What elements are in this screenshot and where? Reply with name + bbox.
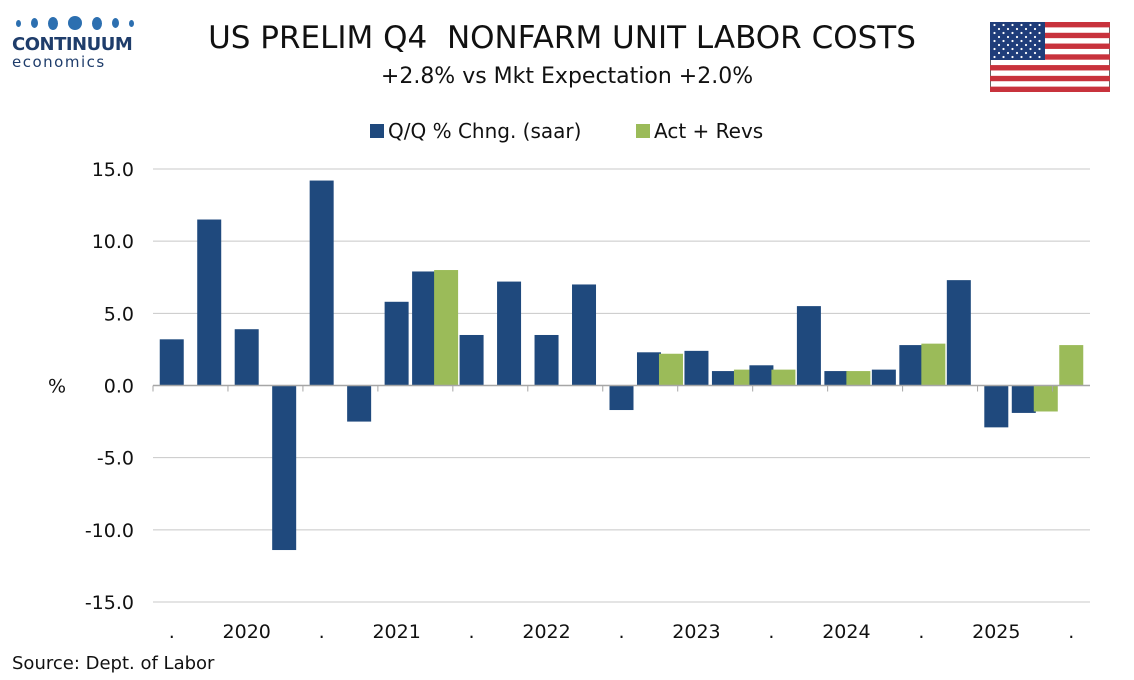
logo-sub: economics xyxy=(12,53,106,71)
x-tick-label: . xyxy=(469,621,475,643)
bar-act-revs-2021-Q3 xyxy=(434,270,459,386)
chart-subtitle: +2.8% vs Mkt Expectation +2.0% xyxy=(380,64,754,89)
y-tick-label: -15.0 xyxy=(85,592,134,614)
bar-qq-2020-Q3 xyxy=(272,385,297,551)
bar-qq-2023-Q4 xyxy=(749,365,774,386)
source-note: Source: Dept. of Labor xyxy=(12,653,215,674)
x-tick-label: . xyxy=(618,621,624,643)
y-tick-label: 10.0 xyxy=(92,231,134,253)
logo: CONTINUUM economics xyxy=(12,14,137,71)
legend-swatch-qq xyxy=(370,124,384,138)
y-tick-label: -5.0 xyxy=(97,448,134,470)
bar-act-revs-2025-Q4 xyxy=(1059,345,1084,386)
legend-label-act-revs: Act + Revs xyxy=(654,119,763,143)
bar-qq-2025-Q3 xyxy=(1011,385,1036,413)
x-tick-label: 2022 xyxy=(522,621,570,643)
grid-lines xyxy=(153,168,1090,603)
bar-qq-2020-Q4 xyxy=(309,180,334,386)
bar-qq-2022-Q3 xyxy=(572,284,597,386)
bar-qq-2022-Q2 xyxy=(534,334,559,386)
bar-qq-2020-Q2 xyxy=(234,329,259,386)
bar-qq-2024-Q4 xyxy=(899,345,924,386)
bar-qq-2023-Q2 xyxy=(684,350,709,386)
axes xyxy=(152,384,1090,392)
bar-qq-2019-Q4 xyxy=(159,339,184,386)
bar-act-revs-2023-Q1 xyxy=(658,353,683,386)
y-axis-ticks: 15.0 10.0 5.0 0.0 -5.0 -10.0 -15.0 xyxy=(85,159,134,614)
bar-qq-2021-Q4 xyxy=(459,334,484,386)
x-tick-label: 2020 xyxy=(223,621,271,643)
bar-act-revs-2024-Q2 xyxy=(846,371,871,386)
bar-act-revs-2025-Q3 xyxy=(1033,385,1058,412)
bar-qq-2022-Q4 xyxy=(609,385,634,411)
bar-qq-2021-Q3 xyxy=(412,271,437,386)
x-tick-label: . xyxy=(1068,621,1074,643)
bar-qq-2025-Q2 xyxy=(984,385,1009,428)
x-tick-label: 2025 xyxy=(972,621,1020,643)
bar-qq-2023-Q1 xyxy=(636,352,661,386)
bar-qq-2021-Q2 xyxy=(384,301,409,386)
bars xyxy=(159,180,1084,551)
y-tick-label: 0.0 xyxy=(104,376,134,398)
bar-qq-2024-Q1 xyxy=(796,306,821,386)
x-tick-label: 2024 xyxy=(822,621,870,643)
x-tick-label: 2023 xyxy=(672,621,720,643)
bar-qq-2020-Q1 xyxy=(197,219,222,386)
x-tick-label: . xyxy=(319,621,325,643)
chart-title: US PRELIM Q4 NONFARM UNIT LABOR COSTS xyxy=(208,20,916,56)
legend-swatch-act-revs xyxy=(636,124,650,138)
y-tick-label: -10.0 xyxy=(85,520,134,542)
x-tick-label: . xyxy=(169,621,175,643)
x-tick-label: . xyxy=(918,621,924,643)
legend: Q/Q % Chng. (saar) Act + Revs xyxy=(370,119,763,143)
logo-dots xyxy=(12,14,137,32)
y-axis-label: % xyxy=(48,376,66,398)
x-tick-label: 2021 xyxy=(372,621,420,643)
x-axis-labels: . 2020. 2021. 2022. 2023. 2024. 2025. xyxy=(169,621,1075,643)
bar-qq-2021-Q1 xyxy=(347,385,372,422)
bar-act-revs-2024-Q4 xyxy=(921,343,946,386)
bar-qq-2022-Q1 xyxy=(497,281,522,386)
bar-qq-2024-Q2 xyxy=(824,371,849,386)
legend-label-qq: Q/Q % Chng. (saar) xyxy=(388,119,581,143)
y-tick-label: 15.0 xyxy=(92,159,134,181)
y-tick-label: 5.0 xyxy=(104,303,134,325)
bar-qq-2025-Q1 xyxy=(946,280,971,386)
bar-qq-2023-Q3 xyxy=(711,371,736,386)
logo-name: CONTINUUM xyxy=(12,34,133,55)
bar-qq-2024-Q3 xyxy=(871,369,896,386)
x-tick-label: . xyxy=(768,621,774,643)
us-flag-icon xyxy=(990,22,1110,92)
bar-act-revs-2023-Q4 xyxy=(771,369,796,386)
